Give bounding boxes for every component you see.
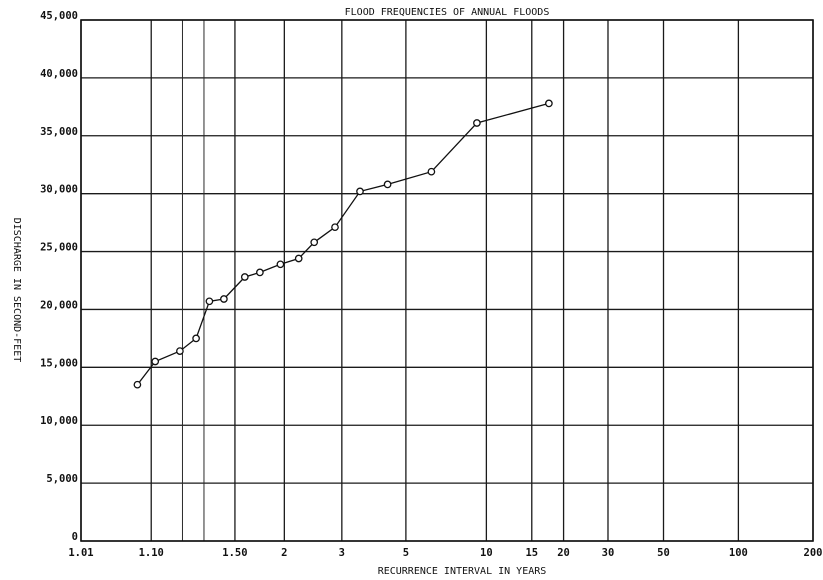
- x-tick-label: 5: [403, 547, 409, 559]
- data-point: [220, 295, 228, 303]
- data-point: [176, 347, 184, 355]
- y-tick-label: 15,000: [40, 357, 78, 369]
- grid: [80, 19, 814, 542]
- x-tick-label: 200: [804, 547, 823, 559]
- data-point: [256, 268, 264, 277]
- y-tick-label: 35,000: [40, 126, 78, 138]
- x-tick-label: 1.50: [222, 547, 247, 559]
- data-point: [331, 223, 339, 232]
- x-tick-label: 2: [281, 547, 287, 559]
- data-point: [240, 273, 249, 281]
- data-point: [205, 297, 214, 306]
- x-tick-label: 1.10: [139, 547, 164, 559]
- plot-frame: [80, 19, 814, 542]
- data-point: [427, 167, 436, 176]
- x-tick-label: 1.01: [68, 547, 93, 559]
- series-line: [136, 102, 550, 386]
- x-tick-label: 30: [602, 547, 615, 559]
- x-axis-tick-labels: 1.01 1.10 1.50 2 3 5 10 15 20 30 50 100 200: [68, 547, 822, 559]
- data-point: [383, 180, 392, 189]
- data-point: [133, 380, 142, 389]
- data-point: [545, 99, 553, 108]
- x-tick-label: 15: [525, 547, 538, 559]
- data-point: [473, 119, 481, 127]
- y-tick-label: 45,000: [40, 10, 78, 22]
- x-tick-label: 20: [557, 547, 570, 559]
- y-tick-label: 30,000: [40, 184, 78, 196]
- x-tick-label: 10: [480, 547, 493, 559]
- data-point: [276, 260, 285, 269]
- data-point: [310, 238, 319, 247]
- x-tick-label: 100: [729, 547, 748, 559]
- y-tick-label: 5,000: [46, 473, 78, 485]
- data-point: [151, 357, 160, 366]
- y-tick-label: 0: [72, 531, 78, 543]
- y-tick-label: 10,000: [40, 415, 78, 427]
- x-tick-label: 50: [657, 547, 670, 559]
- data-point: [192, 334, 200, 343]
- x-tick-label: 3: [339, 547, 345, 559]
- data-point: [356, 187, 364, 196]
- y-axis-label: DISCHARGE IN SECOND-FEET: [11, 218, 22, 363]
- data-point: [294, 254, 303, 263]
- x-axis-label: RECURRENCE INTERVAL IN YEARS: [378, 566, 547, 577]
- y-axis-tick-labels: 0 5,000 10,000 15,000 20,000 25,000 30,000 35,0…: [40, 10, 78, 543]
- y-tick-label: 25,000: [40, 242, 78, 254]
- chart-title: FLOOD FREQUENCIES OF ANNUAL FLOODS: [345, 7, 550, 18]
- data-series: [133, 99, 553, 389]
- y-tick-label: 40,000: [40, 68, 78, 80]
- y-tick-label: 20,000: [40, 299, 78, 311]
